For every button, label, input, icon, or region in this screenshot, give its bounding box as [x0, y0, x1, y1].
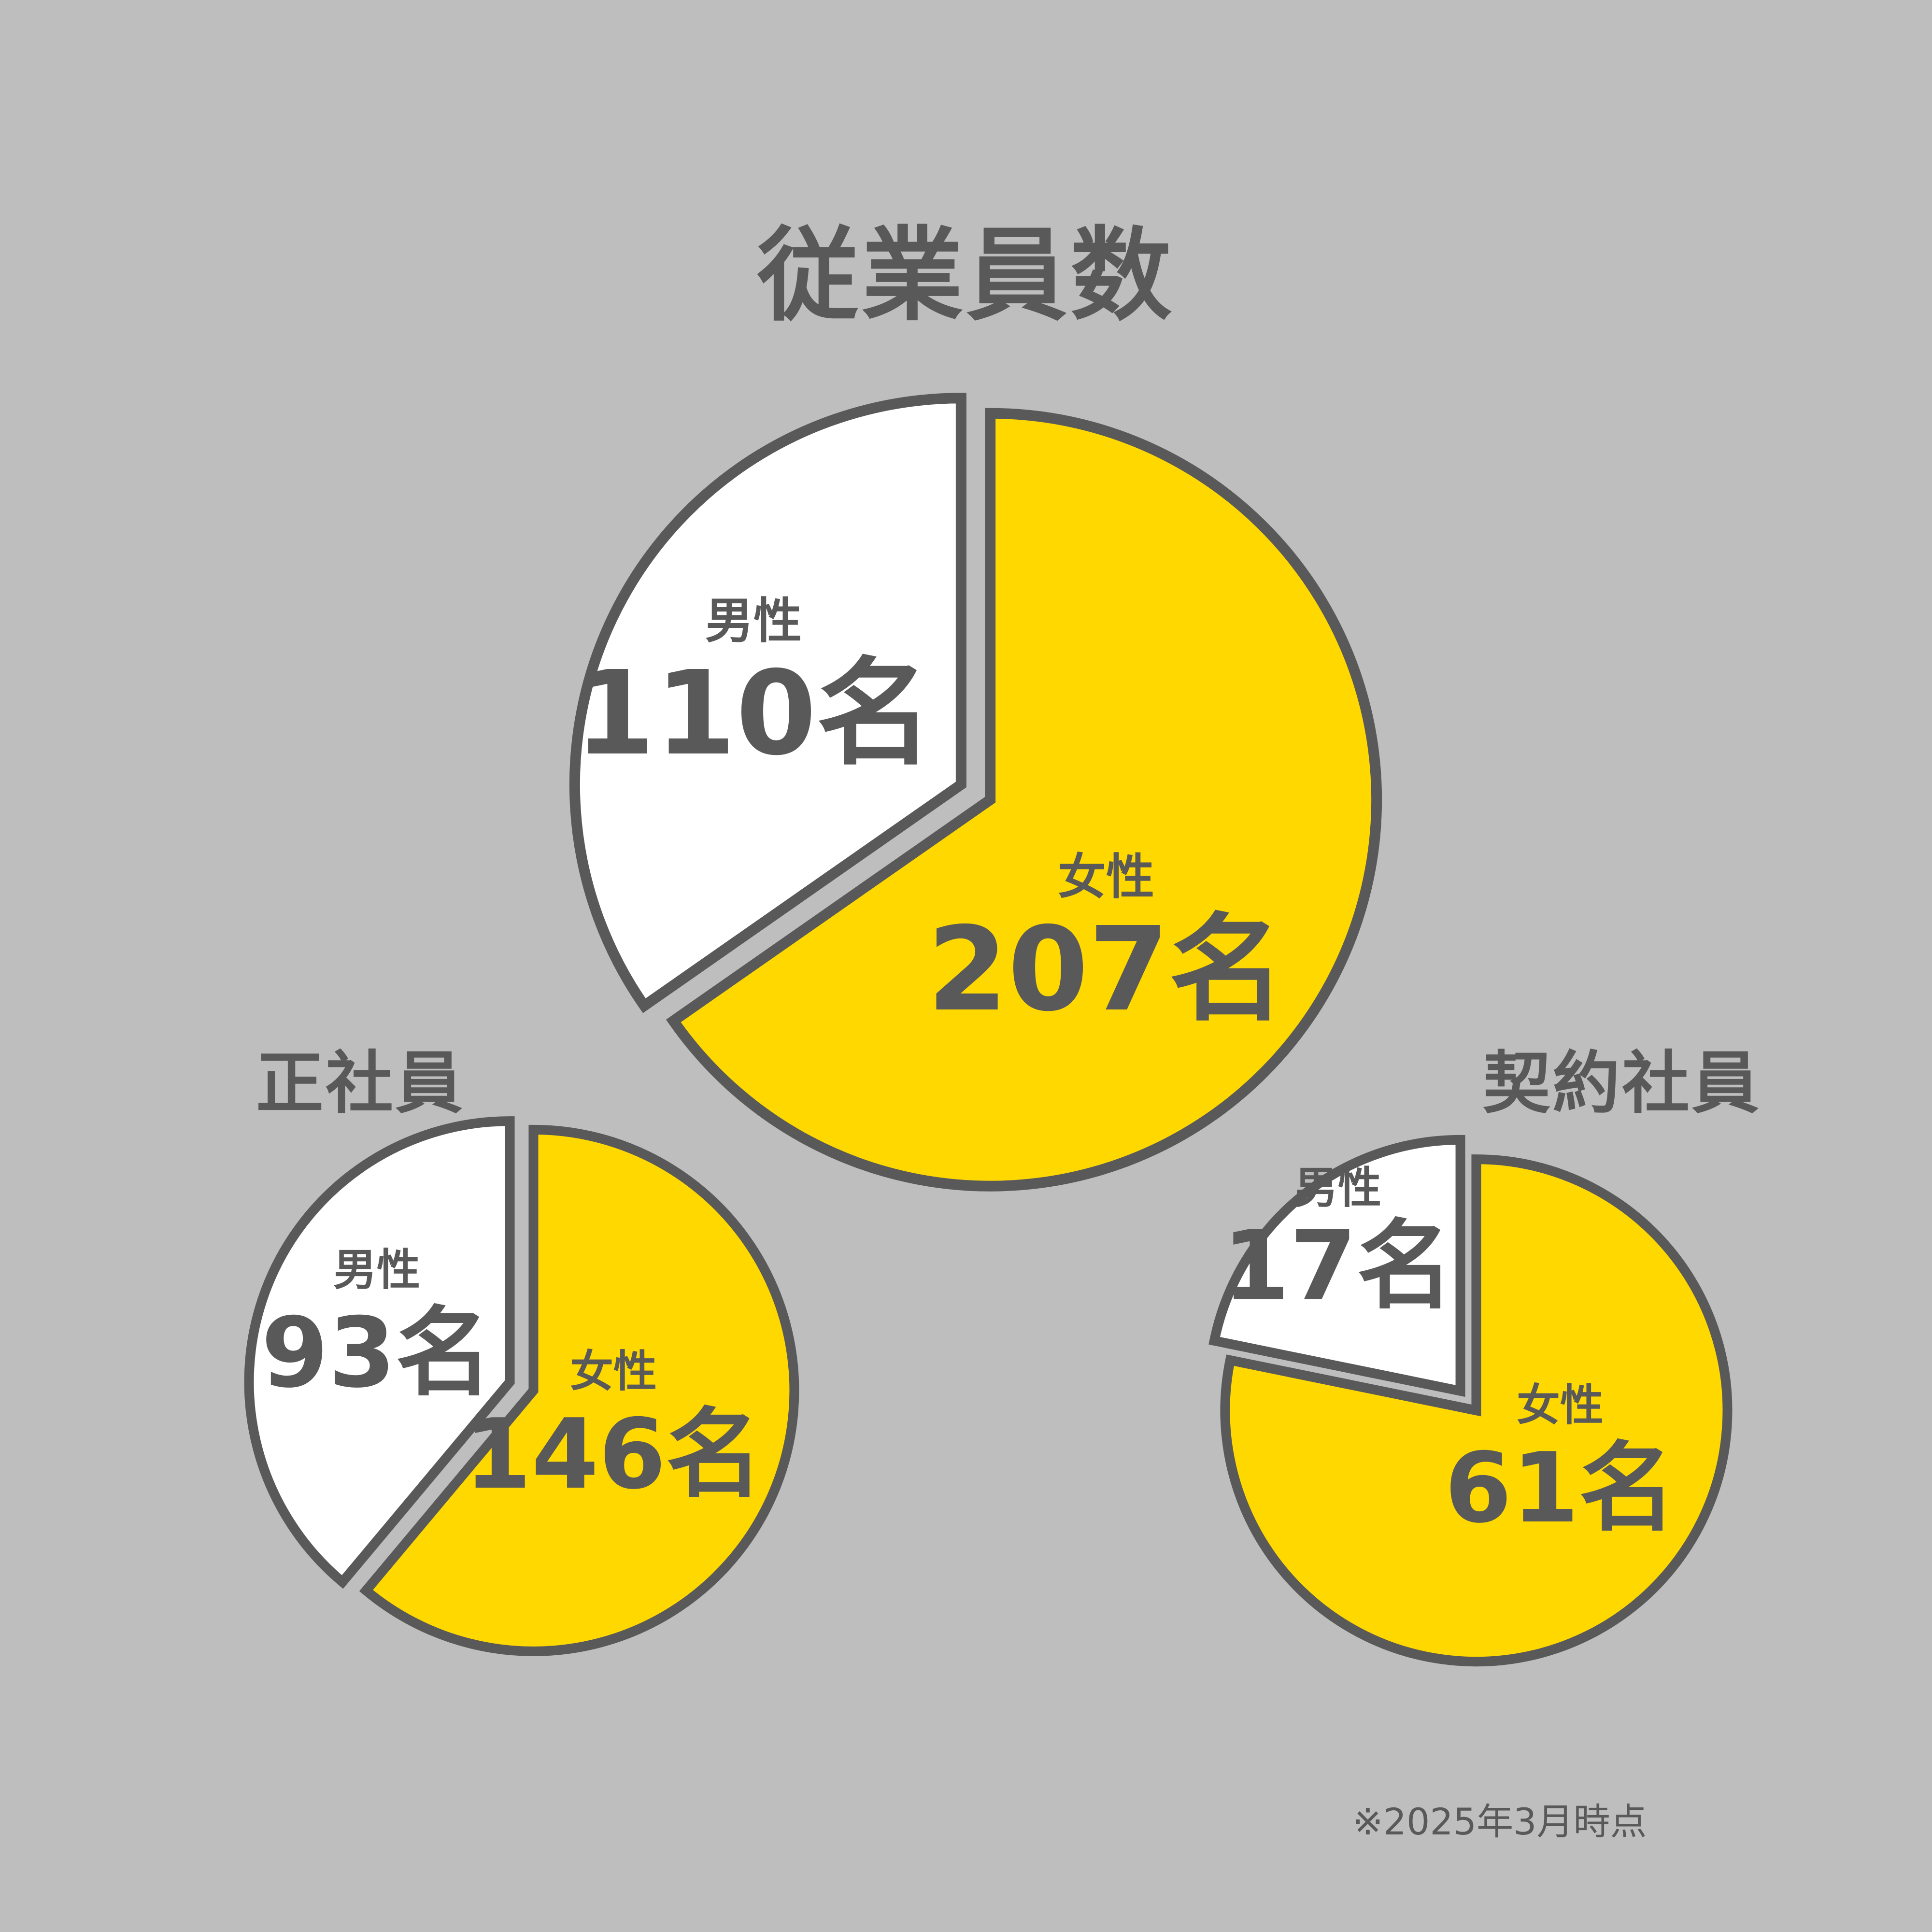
slice-label: 女性	[570, 1346, 657, 1397]
pie-slice-male	[244, 1116, 515, 1589]
pie-slice-female	[1220, 1154, 1733, 1667]
pie-slice-female	[666, 408, 1382, 1192]
slice-label: 男性	[333, 1245, 420, 1295]
pie-slice-male	[569, 393, 966, 1013]
slice-value: 110名	[575, 646, 933, 781]
page-title: 従業員数	[757, 216, 1175, 335]
slice-value: 207名	[927, 902, 1285, 1037]
slice-label: 女性	[1058, 849, 1154, 905]
chart-title-regular: 正社員	[256, 1044, 465, 1123]
slice-value: 146名	[464, 1398, 762, 1511]
slice-value: 17名	[1222, 1210, 1453, 1322]
footnote: ※2025年3月時点	[1352, 1800, 1647, 1843]
slice-value: 93名	[261, 1297, 492, 1409]
pie-slice-male	[1208, 1135, 1465, 1397]
chart-title-contract: 契約社員	[1483, 1044, 1762, 1123]
slice-label: 女性	[1517, 1380, 1604, 1431]
slice-label: 男性	[705, 593, 802, 649]
slice-value: 61名	[1445, 1432, 1676, 1545]
slice-label: 男性	[1294, 1163, 1381, 1213]
pie-slice-female	[359, 1124, 799, 1656]
